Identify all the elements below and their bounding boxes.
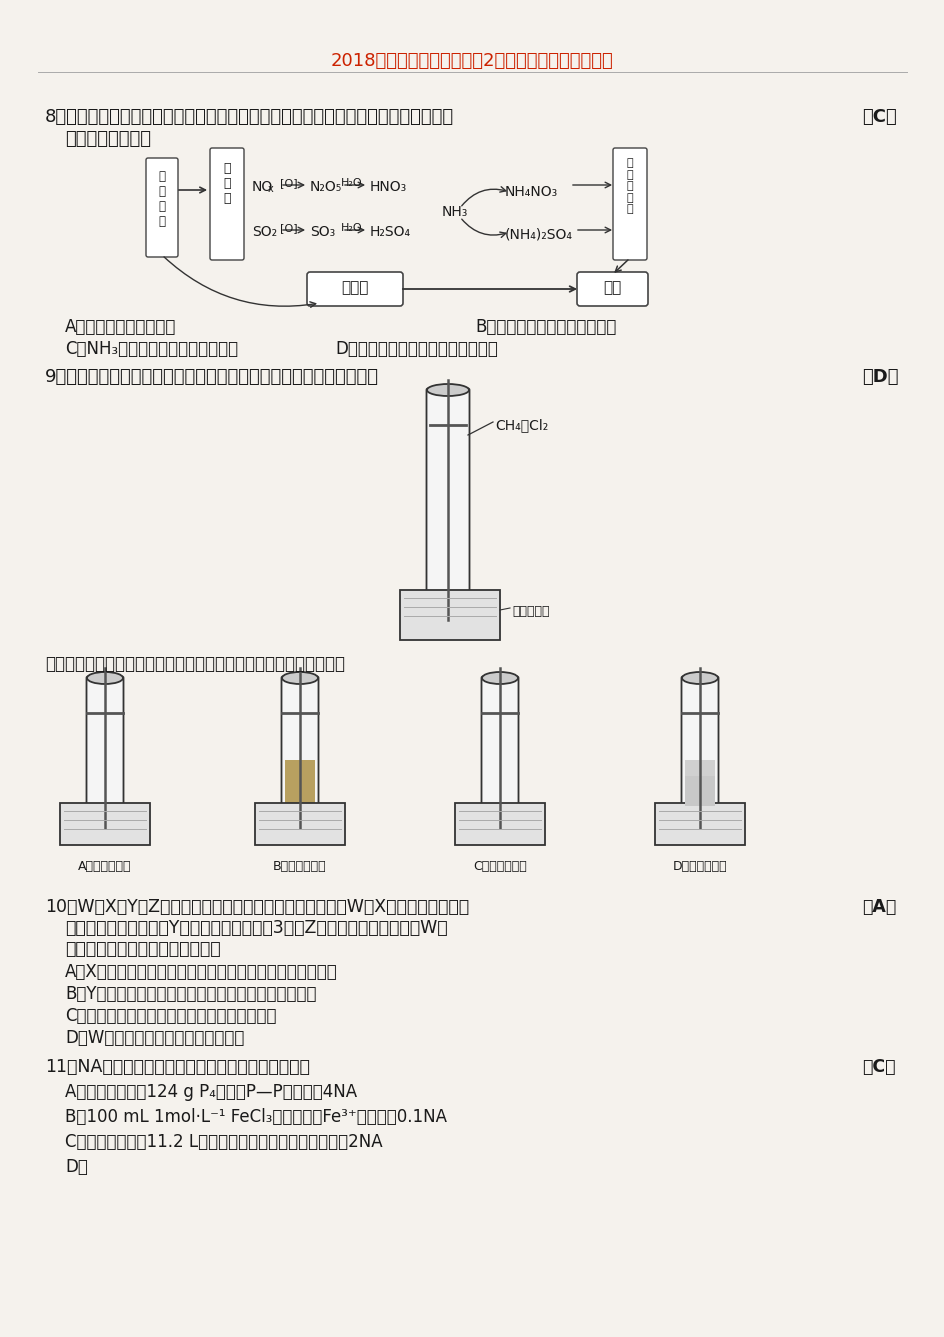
Text: 电子总数相同。下列叙述正确的是: 电子总数相同。下列叙述正确的是 — [65, 940, 220, 959]
Text: C．NH₃是形成无机颗粒物的催化剂: C．NH₃是形成无机颗粒物的催化剂 — [65, 340, 238, 358]
Text: 燃
料
燃
烧: 燃 料 燃 烧 — [159, 170, 165, 229]
Text: 10．W、X、Y和Z为原子序数依次增大的四种短周期元素。W与X可生成一种红棕色: 10．W、X、Y和Z为原子序数依次增大的四种短周期元素。W与X可生成一种红棕色 — [45, 898, 468, 916]
Text: B．饱和食盐水: B．饱和食盐水 — [273, 860, 327, 873]
Text: 饱和食盐水: 饱和食盐水 — [512, 606, 548, 618]
Text: 11．NA代表阿伏加德罗常数的值。下列说法正确的是: 11．NA代表阿伏加德罗常数的值。下列说法正确的是 — [45, 1058, 310, 1076]
Text: A．饱和食盐水: A．饱和食盐水 — [78, 860, 131, 873]
FancyBboxPatch shape — [654, 804, 744, 845]
Text: SO₂: SO₂ — [252, 225, 277, 239]
Text: D．W的氧化物对应的水化物均为强酸: D．W的氧化物对应的水化物均为强酸 — [65, 1029, 244, 1047]
FancyBboxPatch shape — [307, 271, 402, 306]
FancyBboxPatch shape — [87, 677, 124, 809]
Text: 下列叙述错误的是: 下列叙述错误的是 — [65, 130, 151, 148]
Text: 雾霾: 雾霾 — [602, 279, 620, 295]
Text: (NH₄)₂SO₄: (NH₄)₂SO₄ — [504, 229, 572, 242]
Ellipse shape — [427, 384, 468, 396]
Text: B．雾霾中含有硝酸铵和硫酸铵: B．雾霾中含有硝酸铵和硫酸铵 — [475, 318, 615, 336]
Text: 2018年高考试题及答案全国2卷全国二卷理科综合高清: 2018年高考试题及答案全国2卷全国二卷理科综合高清 — [330, 52, 613, 70]
Ellipse shape — [87, 673, 123, 685]
FancyBboxPatch shape — [684, 759, 715, 806]
FancyBboxPatch shape — [59, 804, 150, 845]
FancyBboxPatch shape — [285, 759, 314, 806]
FancyBboxPatch shape — [577, 271, 648, 306]
Text: NO: NO — [252, 180, 273, 194]
Text: NH₃: NH₃ — [442, 205, 467, 219]
Ellipse shape — [295, 709, 305, 717]
Ellipse shape — [100, 709, 110, 717]
Text: H₂SO₄: H₂SO₄ — [370, 225, 411, 239]
Text: 9．实验室中用如图所示的装置进行甲烷与氯气在光照下反应的实验。: 9．实验室中用如图所示的装置进行甲烷与氯气在光照下反应的实验。 — [45, 368, 379, 386]
Text: SO₃: SO₃ — [310, 225, 335, 239]
Text: 有刺激性气味的气体；Y的周期数是族序数的3倍；Z原子最外层的电子数与W的: 有刺激性气味的气体；Y的周期数是族序数的3倍；Z原子最外层的电子数与W的 — [65, 919, 447, 937]
Text: C．四种元素的简单离子具有相同的电子层结构: C．四种元素的简单离子具有相同的电子层结构 — [65, 1007, 277, 1025]
Text: C．标准状况下，11.2 L甲烷和乙烯混合物中含氢原子数为2NA: C．标准状况下，11.2 L甲烷和乙烯混合物中含氢原子数为2NA — [65, 1132, 382, 1151]
Text: A．雾和霾的分散剂相同: A．雾和霾的分散剂相同 — [65, 318, 177, 336]
Ellipse shape — [481, 673, 517, 685]
FancyBboxPatch shape — [481, 677, 518, 809]
Text: CH₄和Cl₂: CH₄和Cl₂ — [495, 418, 548, 432]
FancyBboxPatch shape — [255, 804, 345, 845]
Text: B．Y与其他三种元素分别形成的化合物中只含有离子键: B．Y与其他三种元素分别形成的化合物中只含有离子键 — [65, 985, 316, 1003]
FancyBboxPatch shape — [681, 677, 717, 809]
FancyBboxPatch shape — [145, 158, 177, 257]
Text: 【C】: 【C】 — [861, 1058, 895, 1076]
Text: NH₄NO₃: NH₄NO₃ — [504, 185, 558, 199]
FancyBboxPatch shape — [399, 590, 499, 640]
FancyBboxPatch shape — [454, 804, 545, 845]
Text: N₂O₅: N₂O₅ — [310, 180, 342, 194]
Text: 【C】: 【C】 — [861, 108, 896, 126]
Text: A．常温常压下，124 g P₄中所含P—P键数目为4NA: A．常温常压下，124 g P₄中所含P—P键数目为4NA — [65, 1083, 357, 1100]
Text: D．雾霾的形成与过度施用氨肥有关: D．雾霾的形成与过度施用氨肥有关 — [334, 340, 497, 358]
Ellipse shape — [694, 709, 704, 717]
FancyBboxPatch shape — [426, 389, 469, 602]
FancyBboxPatch shape — [684, 775, 715, 806]
FancyBboxPatch shape — [281, 677, 318, 809]
Text: 8．研究表明，氮氧化物和二氧化硫在形成雾霾时与大气中的氨有关（如下图所示）。: 8．研究表明，氮氧化物和二氧化硫在形成雾霾时与大气中的氨有关（如下图所示）。 — [45, 108, 454, 126]
Text: C．饱和食盐水: C．饱和食盐水 — [473, 860, 527, 873]
Text: D．饱和食盐水: D．饱和食盐水 — [672, 860, 727, 873]
FancyBboxPatch shape — [210, 148, 244, 259]
Ellipse shape — [682, 673, 717, 685]
Text: H₂O: H₂O — [341, 178, 362, 189]
Ellipse shape — [281, 673, 318, 685]
Text: 光照下反应一段时间后，下列装置示意图中能正确反映实验现象的是: 光照下反应一段时间后，下列装置示意图中能正确反映实验现象的是 — [45, 655, 345, 673]
Text: [O]: [O] — [279, 223, 297, 233]
Text: [O]: [O] — [279, 178, 297, 189]
Ellipse shape — [443, 421, 452, 429]
Text: A．X与其他三种元素均可形成两种或两种以上的二元化合物: A．X与其他三种元素均可形成两种或两种以上的二元化合物 — [65, 963, 337, 981]
FancyBboxPatch shape — [613, 148, 647, 259]
Text: 颗粒物: 颗粒物 — [341, 279, 368, 295]
Text: D．: D． — [65, 1158, 88, 1177]
Text: H₂O: H₂O — [341, 223, 362, 233]
Text: 气
体
物: 气 体 物 — [223, 162, 230, 205]
Ellipse shape — [495, 709, 504, 717]
Text: 【A】: 【A】 — [861, 898, 895, 916]
Text: B．100 mL 1mol·L⁻¹ FeCl₃溶液中所含Fe³⁺的数目为0.1NA: B．100 mL 1mol·L⁻¹ FeCl₃溶液中所含Fe³⁺的数目为0.1N… — [65, 1108, 447, 1126]
Text: HNO₃: HNO₃ — [370, 180, 407, 194]
Text: 无
机
颗
粒
物: 无 机 颗 粒 物 — [626, 158, 632, 214]
Text: x: x — [268, 185, 274, 194]
Text: 【D】: 【D】 — [861, 368, 898, 386]
